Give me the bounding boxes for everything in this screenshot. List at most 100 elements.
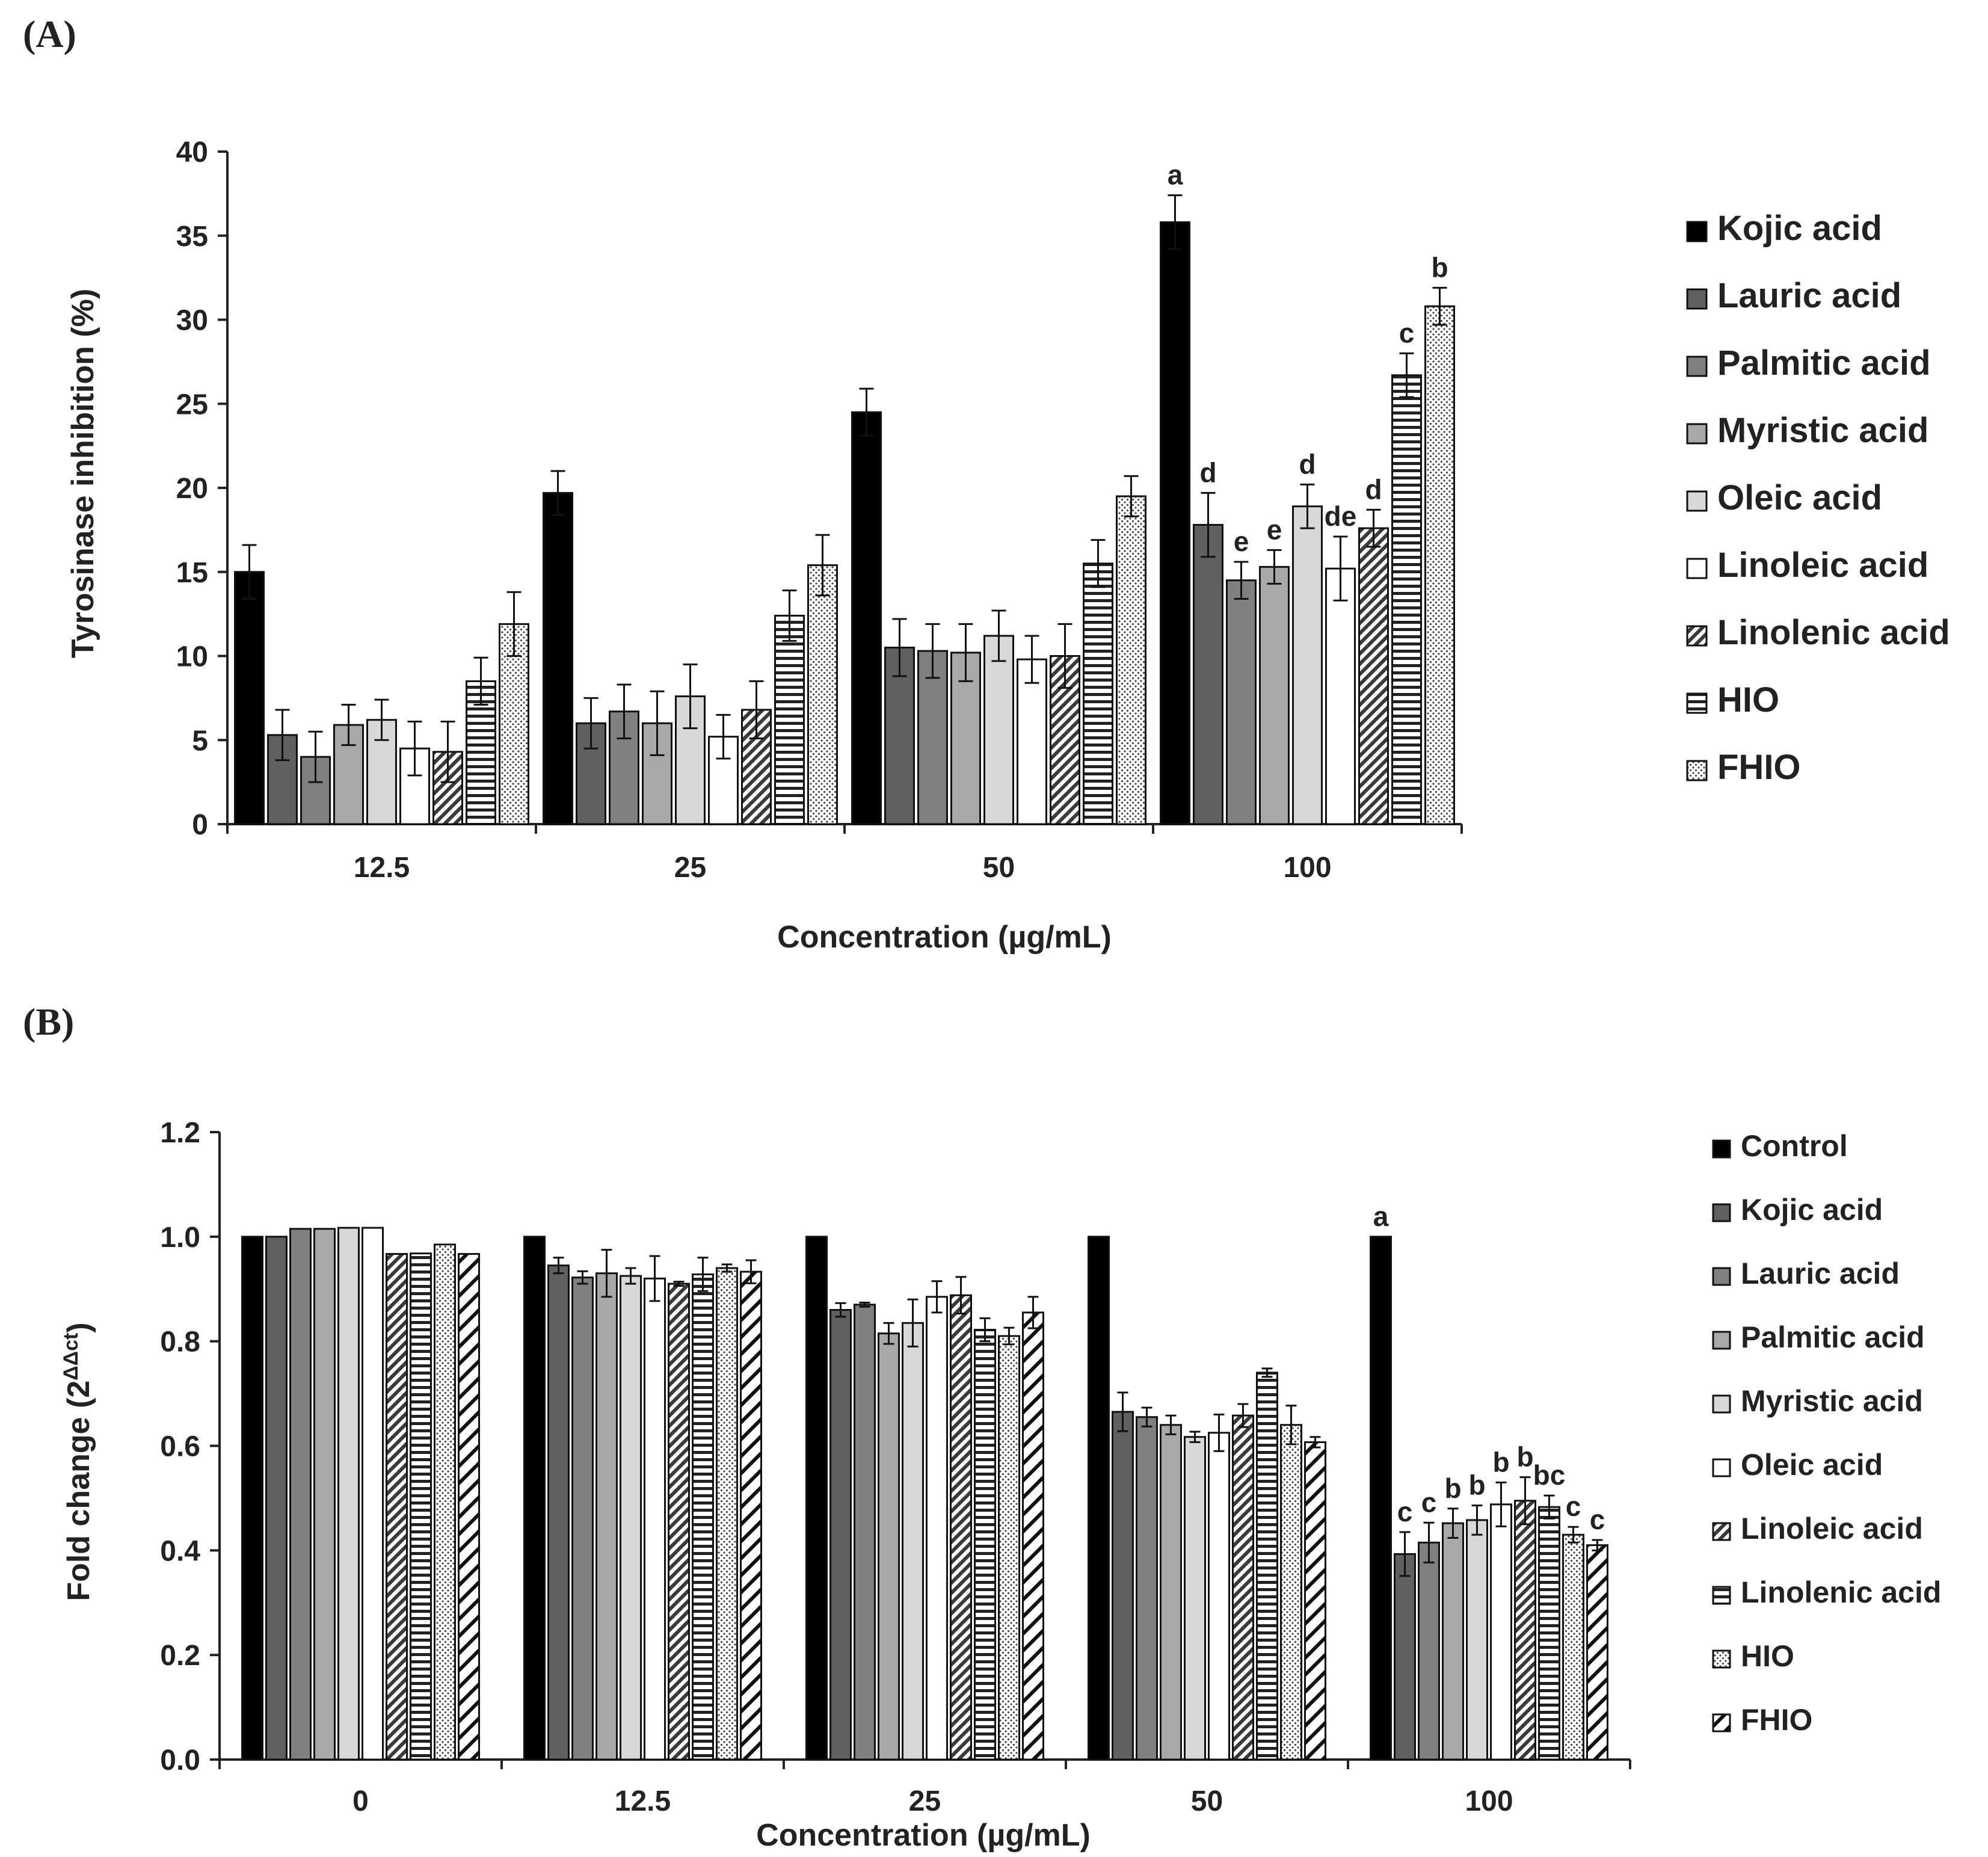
chart-b-bar bbox=[1586, 1544, 1608, 1761]
chart-b-legend-swatch bbox=[1712, 1139, 1731, 1159]
chart-b-bar bbox=[692, 1273, 714, 1761]
chart-b-significance-label: c bbox=[1421, 1486, 1437, 1518]
chart-b-bar bbox=[668, 1283, 690, 1761]
chart-a-bar bbox=[851, 411, 882, 825]
chart-b-significance-label: bc bbox=[1533, 1459, 1566, 1491]
chart-b-significance-label: b bbox=[1492, 1446, 1509, 1477]
chart-b-bar bbox=[410, 1252, 432, 1761]
chart-b-legend-label: Linolenic acid bbox=[1741, 1575, 1941, 1609]
chart-b-legend-swatch bbox=[1712, 1586, 1731, 1605]
chart-b-legend-swatch bbox=[1712, 1458, 1731, 1477]
chart-a-legend: Kojic acid Lauric acid Palmitic acid Myrist… bbox=[1686, 209, 1950, 787]
chart-a-significance-label: e bbox=[1267, 514, 1282, 545]
chart-a-y-tick-label: 15 bbox=[176, 557, 208, 589]
chart-a-bar bbox=[1391, 374, 1422, 825]
chart-b-significance-label: c bbox=[1397, 1496, 1413, 1527]
chart-b-y-tick-label: 0.4 bbox=[160, 1535, 200, 1567]
chart-a-legend-label: Lauric acid bbox=[1717, 276, 1901, 315]
chart-a-significance-label: d bbox=[1299, 448, 1316, 479]
chart-b-legend-label: Oleic acid bbox=[1741, 1448, 1883, 1482]
chart-b-bar bbox=[265, 1236, 288, 1761]
chart-a-significance-label: a bbox=[1168, 159, 1183, 191]
chart-b-bar bbox=[805, 1236, 828, 1761]
chart-b-bar bbox=[1394, 1553, 1416, 1761]
chart-a-bar bbox=[1193, 523, 1223, 825]
panel-label-b: (B) bbox=[23, 1000, 74, 1043]
chart-b-y-tick-label: 1.2 bbox=[160, 1117, 200, 1149]
chart-a-x-tick-label: 12.5 bbox=[354, 852, 410, 884]
chart-b-bar bbox=[1370, 1236, 1392, 1761]
chart-a-bar bbox=[1083, 562, 1113, 825]
chart-b-x-tick-label: 12.5 bbox=[615, 1785, 671, 1817]
chart-b-legend-swatch bbox=[1712, 1649, 1731, 1669]
chart-a-legend-swatch bbox=[1686, 558, 1708, 579]
chart-b-x-axis-title: Concentration (µg/mL) bbox=[756, 1818, 1091, 1853]
chart-b-bar bbox=[1208, 1432, 1230, 1761]
chart-b-bar bbox=[902, 1322, 924, 1761]
chart-b-legend-swatch bbox=[1712, 1522, 1731, 1541]
chart-a-bar bbox=[1325, 567, 1356, 825]
chart-a-legend-swatch bbox=[1686, 288, 1708, 310]
chart-a-bar bbox=[499, 623, 529, 825]
chart-b-bar bbox=[829, 1309, 852, 1761]
chart-a-bar bbox=[1424, 305, 1455, 825]
chart-a-x-tick-label: 25 bbox=[674, 852, 706, 884]
chart-a-bar bbox=[950, 651, 981, 825]
chart-b-x-tick-label: 50 bbox=[1191, 1785, 1223, 1817]
chart-a-bar bbox=[1358, 527, 1389, 825]
chart-b-legend-label: Myristic acid bbox=[1741, 1384, 1923, 1418]
chart-a-y-tick-label: 5 bbox=[192, 725, 208, 757]
chart-b-bar bbox=[1184, 1436, 1206, 1761]
chart-b-legend-label: Lauric acid bbox=[1741, 1257, 1900, 1290]
chart-a-legend-swatch bbox=[1686, 221, 1708, 242]
chart-b-bar bbox=[1280, 1424, 1302, 1761]
chart-a-bar bbox=[1160, 221, 1190, 825]
chart-b-y-axis-title-main: Fold change (2 bbox=[61, 1381, 96, 1601]
chart-b-bar bbox=[1466, 1519, 1488, 1761]
chart-b-bar bbox=[974, 1329, 996, 1761]
chart-b-significance-label: b bbox=[1468, 1470, 1485, 1501]
chart-b-significance-label: b bbox=[1444, 1473, 1461, 1504]
chart-a-significance-label: d bbox=[1199, 457, 1216, 488]
panel-label-a: (A) bbox=[23, 13, 76, 55]
chart-a-legend-label: FHIO bbox=[1717, 748, 1801, 787]
chart-b-legend-swatch bbox=[1712, 1331, 1731, 1350]
chart-a-bar bbox=[432, 751, 463, 825]
chart-b-x-tick-label: 25 bbox=[909, 1785, 941, 1817]
chart-b-bar bbox=[998, 1335, 1020, 1761]
chart-a-legend-swatch bbox=[1686, 356, 1708, 377]
chart-b-y-axis-title: Fold change (2ΔΔct) bbox=[60, 1322, 96, 1601]
chart-b-x-tick-label: 100 bbox=[1465, 1785, 1513, 1817]
chart-b-bar bbox=[362, 1227, 384, 1761]
chart-a-significance-label: c bbox=[1399, 317, 1415, 348]
chart-b-bar bbox=[740, 1270, 762, 1761]
chart-b-bar bbox=[595, 1272, 618, 1761]
chart-b-bar bbox=[1304, 1441, 1326, 1761]
chart-b-legend-label: Palmitic acid bbox=[1741, 1320, 1925, 1354]
chart-a-legend-label: Linoleic acid bbox=[1717, 546, 1928, 585]
chart-a-bar bbox=[774, 614, 805, 825]
chart-a-significance-label: de bbox=[1325, 500, 1357, 532]
chart-b-legend-swatch bbox=[1712, 1713, 1731, 1732]
chart-b-legend-label: Linoleic acid bbox=[1741, 1512, 1923, 1545]
chart-b-legend-swatch bbox=[1712, 1203, 1731, 1222]
chart-a-legend-swatch bbox=[1686, 625, 1708, 647]
chart-b-bar bbox=[1256, 1372, 1278, 1761]
chart-a-significance-label: d bbox=[1365, 473, 1382, 505]
chart-a-legend-label: Oleic acid bbox=[1717, 478, 1882, 517]
chart-a-bar bbox=[234, 571, 265, 825]
chart-b-legend: Control Kojic acid Lauric acid Palmitic aci… bbox=[1712, 1129, 1941, 1737]
chart-b-bar bbox=[1112, 1411, 1134, 1761]
chart-b-bar bbox=[523, 1236, 546, 1761]
chart-b-bar bbox=[289, 1228, 312, 1761]
chart-b-significance-label: b bbox=[1516, 1441, 1533, 1473]
chart-a-y-tick-label: 40 bbox=[176, 137, 208, 168]
chart-b-y-tick-label: 0.6 bbox=[160, 1431, 200, 1463]
chart-a-significance-label: e bbox=[1234, 526, 1249, 557]
chart-b-bar bbox=[854, 1304, 876, 1761]
chart-a-legend-label: HIO bbox=[1717, 680, 1779, 719]
